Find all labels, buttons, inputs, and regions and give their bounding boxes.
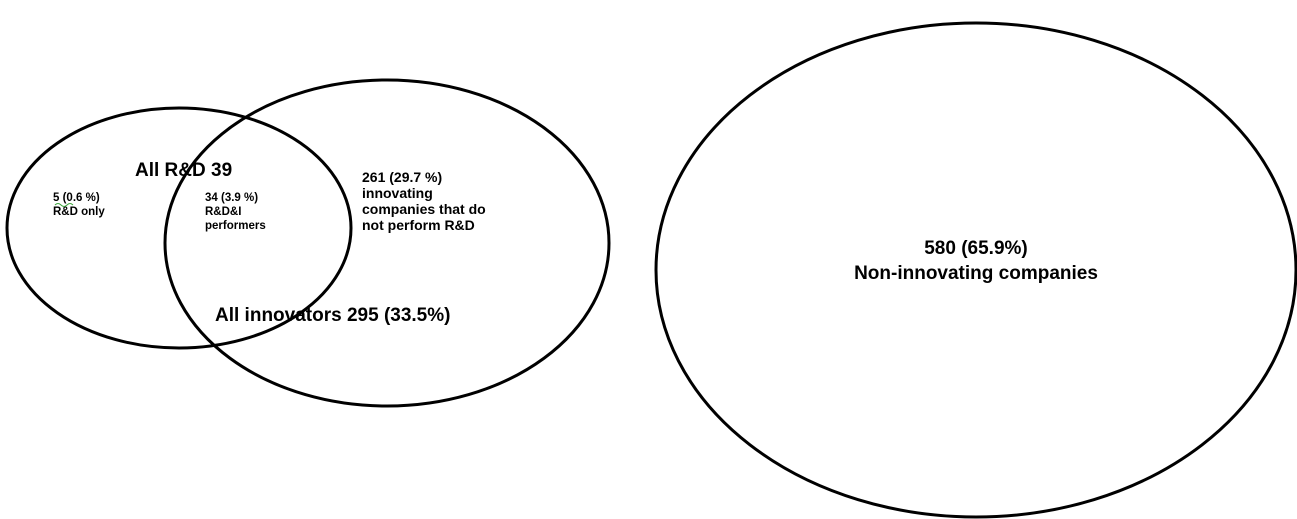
- non-innovating-value: 580 (65.9%): [924, 238, 1028, 259]
- overlap-value: 34 (3.9 %): [205, 192, 258, 204]
- rnd-only-value: 5 (0.6 %): [53, 192, 100, 204]
- overlap-name-line2: performers: [205, 220, 266, 232]
- rnd-circle: [5, 106, 353, 350]
- rnd-circle-label: All R&D 39: [135, 160, 232, 181]
- overlap-name-line1: R&D&I: [205, 206, 241, 218]
- spellcheck-underline: [54, 203, 74, 207]
- non-innovating-circle: [654, 21, 1297, 519]
- rnd-only-region-label: 5 (0.6 %) R&D only: [53, 192, 105, 218]
- innovation-only-region-label: 261 (29.7 %) innovating companies that d…: [362, 169, 486, 233]
- innovation-only-value: 261 (29.7 %): [362, 169, 442, 185]
- rnd-only-name: R&D only: [53, 206, 105, 218]
- non-innovating-name: Non-innovating companies: [854, 263, 1098, 284]
- innovation-only-name-line1: innovating: [362, 185, 433, 201]
- innovators-circle-label: All innovators 295 (33.5%): [215, 305, 450, 326]
- rnd-and-innovation-region-label: 34 (3.9 %) R&D&I performers: [205, 192, 266, 232]
- innovators-circle: [163, 78, 611, 408]
- innovation-only-name-line3: not perform R&D: [362, 217, 475, 233]
- innovation-only-name-line2: companies that do: [362, 201, 486, 217]
